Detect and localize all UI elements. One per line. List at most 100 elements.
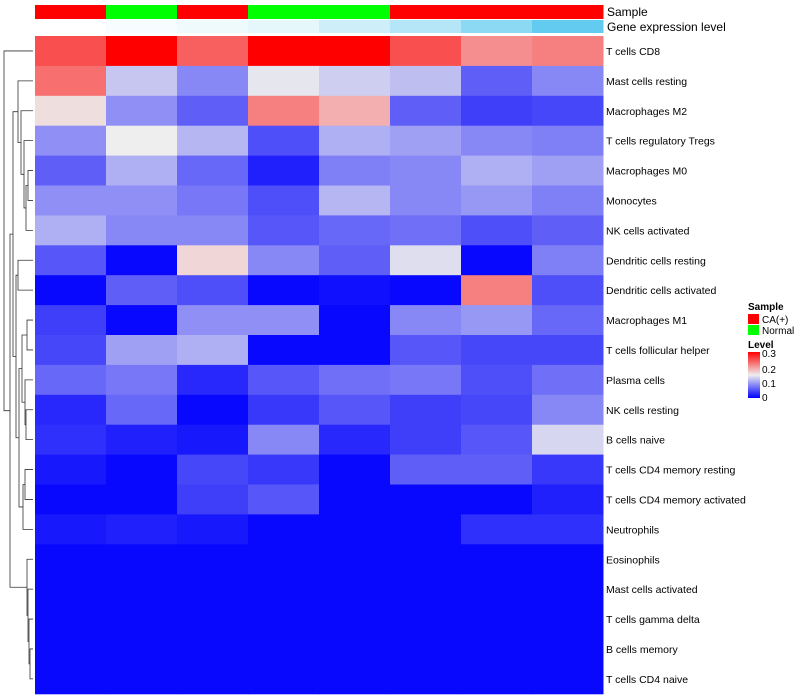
sample-cell-7 [461,5,533,19]
sample-cell-8 [532,5,604,19]
cell-b-cells-memory-4 [248,634,320,665]
cell-macrophages-m0-8 [532,155,604,186]
legend-normal-swatch [748,325,759,335]
cell-t-cells-cd4-memory-resting-3 [177,454,249,485]
cell-nk-cells-activated-2 [106,215,178,246]
cell-t-cells-cd4-memory-resting-5 [319,454,391,485]
sample-track-label: Sample [607,5,648,19]
cell-mast-cells-resting-1 [35,65,107,97]
cell-nk-cells-resting-2 [106,394,178,426]
legend-sample-title: Sample [748,302,784,313]
cell-t-cells-follicular-helper-7 [461,335,533,366]
cell-macrophages-m1-2 [106,305,178,336]
heatmap-cells [35,36,604,695]
row-label-t-cells-cd8: T cells CD8 [606,46,660,58]
dendrogram-branch [26,319,33,351]
sample-cell-6 [390,5,462,19]
dendrogram-branch [25,409,33,441]
cell-b-cells-naive-8 [532,424,604,456]
sample-cell-5 [319,5,391,19]
cell-t-cells-cd4-memory-resting-2 [106,454,178,485]
dendrogram-branch [29,648,33,680]
cell-t-cells-regulatory-tregs-6 [390,125,462,157]
cell-neutrophils-8 [532,514,604,545]
cell-mast-cells-activated-1 [35,574,107,605]
cell-b-cells-naive-6 [390,424,462,456]
cell-t-cells-gamma-delta-3 [177,604,249,635]
cell-t-cells-cd4-memory-activated-3 [177,484,249,515]
row-label-nk-cells-activated: NK cells activated [606,225,690,237]
cell-nk-cells-resting-7 [461,394,533,426]
cell-nk-cells-resting-4 [248,394,320,426]
cell-neutrophils-7 [461,514,533,545]
cell-macrophages-m1-4 [248,305,320,336]
cell-mast-cells-resting-5 [319,65,391,97]
cell-t-cells-regulatory-tregs-1 [35,125,107,157]
cell-t-cells-regulatory-tregs-8 [532,125,604,157]
cell-nk-cells-resting-1 [35,394,107,426]
cell-t-cells-cd8-2 [106,36,178,67]
cell-mast-cells-resting-6 [390,65,462,97]
expression-cell-7 [461,20,533,33]
cell-t-cells-follicular-helper-2 [106,335,178,366]
legend-ca-label: CA(+) [762,315,788,326]
cell-t-cells-cd4-memory-resting-1 [35,454,107,485]
cell-macrophages-m2-5 [319,95,391,127]
cell-b-cells-memory-1 [35,634,107,665]
row-label-dendritic-cells-resting: Dendritic cells resting [606,255,706,267]
cell-macrophages-m0-3 [177,155,249,186]
cell-macrophages-m1-6 [390,305,462,336]
row-label-t-cells-gamma-delta: T cells gamma delta [606,614,700,626]
cell-t-cells-cd8-1 [35,36,107,67]
row-label-t-cells-follicular-helper: T cells follicular helper [606,345,710,357]
cell-t-cells-cd4-naive-5 [319,663,391,695]
cell-plasma-cells-2 [106,364,178,396]
dendrogram-branch [3,50,33,412]
cell-t-cells-gamma-delta-5 [319,604,391,635]
row-label-mast-cells-activated: Mast cells activated [606,584,698,596]
cell-t-cells-gamma-delta-7 [461,604,533,635]
cell-eosinophils-6 [390,544,462,575]
cell-b-cells-memory-2 [106,634,178,665]
cell-t-cells-cd4-naive-3 [177,663,249,695]
cell-t-cells-cd8-7 [461,36,533,67]
cell-monocytes-2 [106,185,178,216]
cell-macrophages-m0-5 [319,155,391,186]
cell-plasma-cells-1 [35,364,107,396]
cell-t-cells-cd4-memory-resting-8 [532,454,604,485]
row-label-t-cells-cd4-memory-resting: T cells CD4 memory resting [606,465,735,477]
legend-tick-0-3: 0.3 [762,349,776,360]
row-label-macrophages-m2: Macrophages M2 [606,106,687,118]
cell-t-cells-cd4-naive-4 [248,663,320,695]
row-label-t-cells-regulatory-tregs: T cells regulatory Tregs [606,136,715,148]
row-label-t-cells-cd4-naive: T cells CD4 naive [606,674,688,686]
row-label-neutrophils: Neutrophils [606,524,659,536]
expression-cell-4 [248,20,320,33]
expression-cell-8 [532,20,604,33]
legend-ca-swatch [748,314,759,324]
row-label-macrophages-m0: Macrophages M0 [606,166,687,178]
cell-macrophages-m2-2 [106,95,178,127]
cell-dendritic-cells-resting-6 [390,245,462,276]
cell-t-cells-cd8-4 [248,36,320,67]
cell-dendritic-cells-activated-2 [106,275,178,306]
cell-neutrophils-5 [319,514,391,545]
cell-nk-cells-resting-6 [390,394,462,426]
cell-t-cells-follicular-helper-1 [35,335,107,366]
cell-t-cells-regulatory-tregs-5 [319,125,391,157]
cell-dendritic-cells-resting-8 [532,245,604,276]
cell-dendritic-cells-resting-5 [319,245,391,276]
cell-neutrophils-1 [35,514,107,545]
cell-t-cells-regulatory-tregs-7 [461,125,533,157]
cell-plasma-cells-5 [319,364,391,396]
cell-macrophages-m0-1 [35,155,107,186]
cell-nk-cells-activated-1 [35,215,107,246]
cell-b-cells-naive-4 [248,424,320,456]
dendrogram-branch [17,259,33,291]
cell-t-cells-regulatory-tregs-3 [177,125,249,157]
row-label-dendritic-cells-activated: Dendritic cells activated [606,285,716,297]
legend-level-colorbar [748,352,760,398]
cell-mast-cells-activated-5 [319,574,391,605]
